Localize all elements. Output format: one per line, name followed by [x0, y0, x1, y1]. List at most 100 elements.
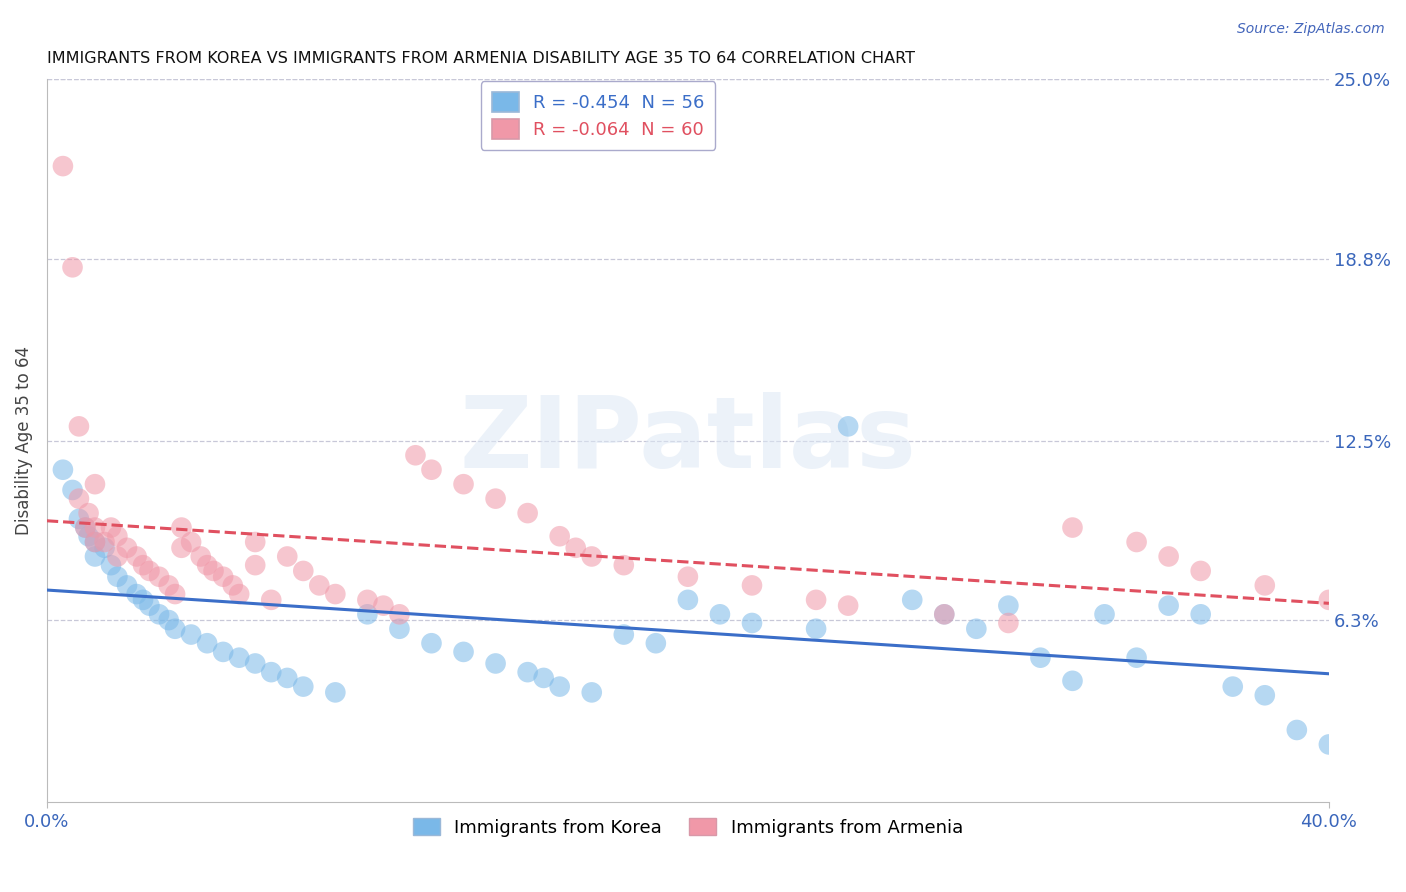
Point	[997, 615, 1019, 630]
Point	[1254, 688, 1277, 702]
Point	[1125, 535, 1147, 549]
Point	[212, 645, 235, 659]
Point	[581, 549, 603, 564]
Point	[804, 592, 827, 607]
Point	[165, 622, 187, 636]
Point	[77, 506, 100, 520]
Point	[245, 657, 267, 671]
Point	[934, 607, 956, 622]
Point	[1222, 680, 1244, 694]
Point	[170, 520, 193, 534]
Point	[676, 592, 699, 607]
Point	[548, 529, 571, 543]
Point	[804, 622, 827, 636]
Point	[997, 599, 1019, 613]
Point	[901, 592, 924, 607]
Point	[105, 570, 128, 584]
Point	[67, 512, 90, 526]
Point	[132, 558, 155, 573]
Point	[260, 665, 283, 680]
Point	[1317, 738, 1340, 752]
Point	[105, 549, 128, 564]
Point	[202, 564, 225, 578]
Point	[132, 592, 155, 607]
Point	[52, 159, 75, 173]
Point	[420, 636, 443, 650]
Point	[84, 535, 107, 549]
Point	[325, 685, 347, 699]
Point	[1062, 673, 1084, 688]
Point	[93, 535, 115, 549]
Point	[195, 636, 218, 650]
Point	[115, 578, 138, 592]
Point	[420, 463, 443, 477]
Point	[148, 570, 170, 584]
Text: ZIPatlas: ZIPatlas	[460, 392, 917, 490]
Text: Source: ZipAtlas.com: Source: ZipAtlas.com	[1237, 22, 1385, 37]
Point	[613, 558, 636, 573]
Point	[1157, 599, 1180, 613]
Legend: Immigrants from Korea, Immigrants from Armenia: Immigrants from Korea, Immigrants from A…	[405, 811, 970, 844]
Point	[148, 607, 170, 622]
Point	[676, 570, 699, 584]
Point	[388, 622, 411, 636]
Point	[1285, 723, 1308, 737]
Point	[260, 592, 283, 607]
Point	[1189, 564, 1212, 578]
Point	[180, 627, 202, 641]
Point	[965, 622, 987, 636]
Point	[84, 535, 107, 549]
Point	[308, 578, 330, 592]
Point	[1062, 520, 1084, 534]
Point	[516, 665, 538, 680]
Point	[93, 541, 115, 555]
Point	[222, 578, 245, 592]
Point	[115, 541, 138, 555]
Point	[75, 520, 97, 534]
Point	[373, 599, 395, 613]
Point	[1029, 650, 1052, 665]
Point	[105, 529, 128, 543]
Point	[356, 607, 378, 622]
Point	[1125, 650, 1147, 665]
Point	[190, 549, 212, 564]
Point	[1317, 592, 1340, 607]
Point	[325, 587, 347, 601]
Point	[1189, 607, 1212, 622]
Point	[138, 599, 160, 613]
Point	[52, 463, 75, 477]
Point	[228, 650, 250, 665]
Point	[62, 483, 84, 497]
Point	[1254, 578, 1277, 592]
Point	[741, 615, 763, 630]
Point	[245, 535, 267, 549]
Point	[837, 599, 859, 613]
Point	[245, 558, 267, 573]
Point	[292, 564, 315, 578]
Point	[644, 636, 666, 650]
Point	[613, 627, 636, 641]
Point	[484, 491, 506, 506]
Point	[276, 549, 298, 564]
Point	[170, 541, 193, 555]
Point	[292, 680, 315, 694]
Point	[548, 680, 571, 694]
Point	[934, 607, 956, 622]
Point	[453, 645, 475, 659]
Point	[195, 558, 218, 573]
Point	[388, 607, 411, 622]
Point	[837, 419, 859, 434]
Point	[276, 671, 298, 685]
Point	[100, 558, 122, 573]
Point	[228, 587, 250, 601]
Point	[1094, 607, 1116, 622]
Point	[180, 535, 202, 549]
Point	[157, 613, 180, 627]
Point	[157, 578, 180, 592]
Point	[1157, 549, 1180, 564]
Point	[138, 564, 160, 578]
Point	[404, 448, 426, 462]
Point	[62, 260, 84, 275]
Point	[533, 671, 555, 685]
Point	[100, 520, 122, 534]
